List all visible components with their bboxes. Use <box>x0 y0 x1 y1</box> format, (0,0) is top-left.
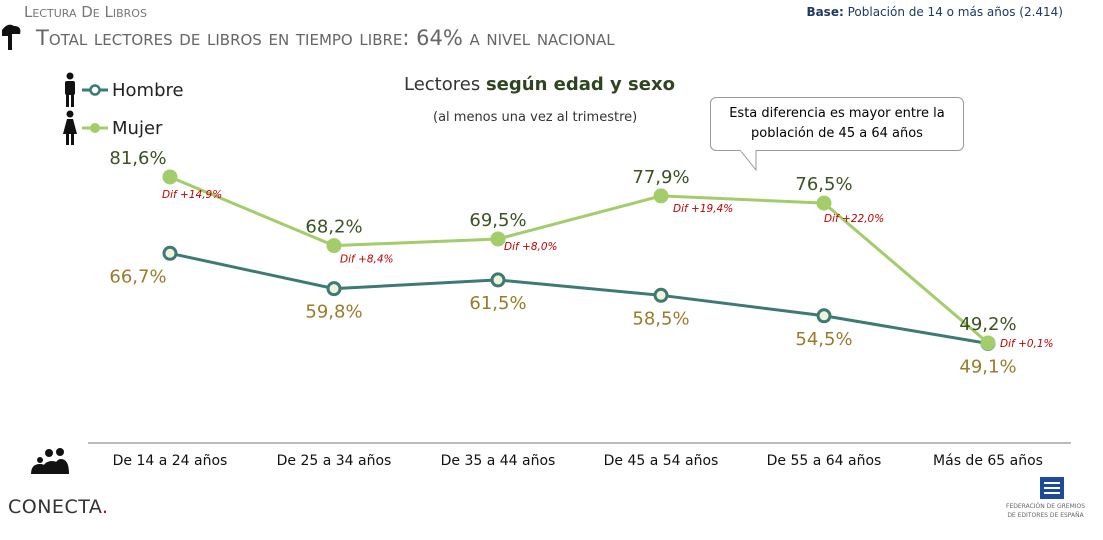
data-label-hombre: 59,8% <box>305 302 362 323</box>
page-title: Total lectores de libros en tiempo libre… <box>36 26 615 50</box>
data-point-hombre <box>816 308 832 324</box>
data-label-mujer: 81,6% <box>109 148 166 169</box>
conecta-logo: CONECTA. <box>8 496 109 518</box>
woman-icon <box>63 110 77 145</box>
line-chart: 66,7% 59,8% 61,5% 58,5% 54,5% 49,1% 81,6% 68,2%… <box>109 148 1054 377</box>
data-point-hombre <box>653 287 669 303</box>
data-label-hombre: 49,1% <box>959 356 1016 377</box>
fge-line-1: FEDERACIÓN DE GREMIOS <box>1006 503 1086 510</box>
data-point-hombre <box>490 272 506 288</box>
section-kicker: Lectura De Libros <box>24 3 147 21</box>
man-icon <box>65 72 75 107</box>
legend-label-mujer: Mujer <box>112 117 163 139</box>
data-point-mujer <box>980 335 996 351</box>
x-tick-label: De 55 a 64 años <box>766 453 882 469</box>
data-label-mujer: 76,5% <box>795 174 852 195</box>
difference-label: Dif +14,9% <box>162 189 222 201</box>
difference-label: Dif +22,0% <box>824 213 884 225</box>
data-point-mujer <box>326 238 342 254</box>
x-tick-label: De 35 a 44 años <box>440 453 556 469</box>
data-label-mujer: 68,2% <box>305 217 362 238</box>
x-tick-label: De 45 a 54 años <box>603 453 719 469</box>
conecta-logo-text: CONECTA <box>8 496 103 518</box>
legend-label-hombre: Hombre <box>112 79 184 101</box>
data-label-hombre: 58,5% <box>632 308 689 329</box>
data-label-mujer: 69,5% <box>469 210 526 231</box>
base-value: Población de 14 o más años (2.414) <box>847 5 1063 19</box>
legend-mujer: Mujer <box>62 110 162 146</box>
data-point-mujer <box>816 195 832 211</box>
data-point-mujer <box>653 188 669 204</box>
hombre-marker-icon <box>82 84 108 96</box>
chart-subtitle: (al menos una vez al trimestre) <box>433 110 638 125</box>
difference-label: Dif +0,1% <box>1000 338 1054 350</box>
data-label-mujer: 49,2% <box>959 314 1016 335</box>
mujer-marker-icon <box>82 123 108 133</box>
chart-title: Lectores según edad y sexo <box>404 74 675 95</box>
data-point-hombre <box>326 281 342 297</box>
data-point-mujer <box>162 169 178 185</box>
annotation-callout: Esta diferencia es mayor entre la poblac… <box>710 97 964 151</box>
data-point-hombre <box>162 245 178 261</box>
data-label-mujer: 77,9% <box>632 167 689 188</box>
fge-logo-icon <box>1040 477 1064 499</box>
difference-label: Dif +8,4% <box>340 254 394 266</box>
data-label-hombre: 66,7% <box>109 266 166 287</box>
tree-logo-icon <box>0 22 22 52</box>
chart-title-bold: según edad y sexo <box>485 74 675 95</box>
series-line-hombre <box>169 251 989 345</box>
fge-line-2: DE EDITORES DE ESPAÑA <box>1007 512 1084 519</box>
difference-label: Dif +8,0% <box>504 241 558 253</box>
data-label-hombre: 61,5% <box>469 293 526 314</box>
fge-logo-text: FEDERACIÓN DE GREMIOS DE EDITORES DE ESPA… <box>1006 502 1085 520</box>
people-group-icon <box>31 448 69 474</box>
base-label: Base: <box>806 5 844 19</box>
data-label-hombre: 54,5% <box>795 329 852 350</box>
x-tick-label: De 14 a 24 años <box>112 453 228 469</box>
data-point-mujer <box>490 231 506 247</box>
series-line-mujer <box>169 175 989 345</box>
difference-label: Dif +19,4% <box>673 203 733 215</box>
x-tick-label: De 25 a 34 años <box>276 453 392 469</box>
chart-title-regular: Lectores <box>404 74 481 95</box>
callout-pointer <box>740 150 757 172</box>
base-note: Base: Población de 14 o más años (2.414) <box>806 5 1063 19</box>
x-axis-line <box>88 442 1071 444</box>
legend-hombre: Hombre <box>62 72 184 108</box>
x-tick-label: Más de 65 años <box>933 453 1043 469</box>
